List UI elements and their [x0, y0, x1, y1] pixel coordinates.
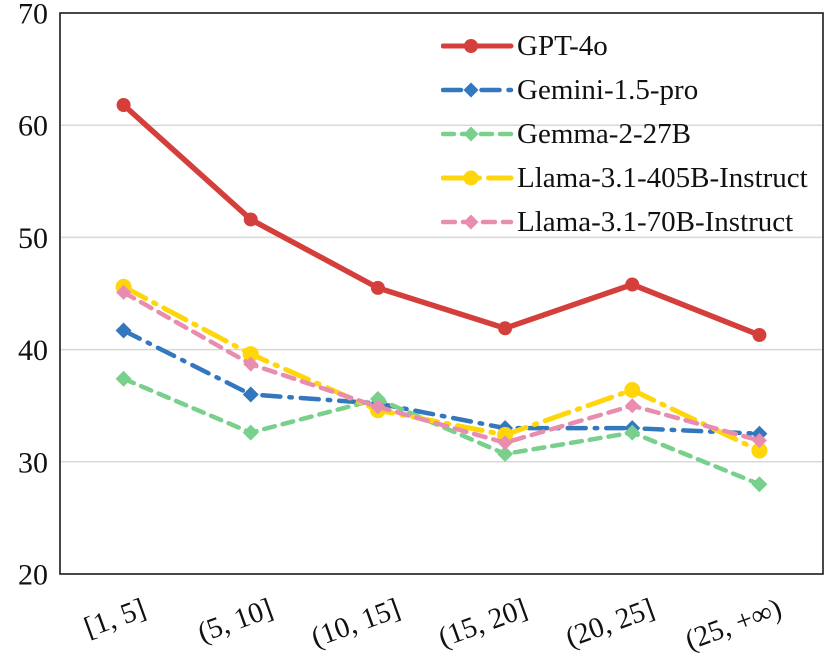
- data-point-marker-gpt-4o: [625, 277, 640, 292]
- legend-item-llama-3-1-70b-instruct: Llama-3.1-70B-Instruct: [441, 200, 808, 244]
- legend-line-sample-icon: [441, 39, 514, 53]
- legend-line-sample-icon: [441, 82, 514, 98]
- data-point-marker-llama-3-1-70b-instruct: [751, 432, 767, 448]
- data-point-marker-llama-3-1-70b-instruct: [624, 398, 640, 414]
- series-line-llama-3-1-70b-instruct: [121, 290, 762, 445]
- legend-label: GPT-4o: [517, 29, 608, 62]
- data-point-marker-llama-3-1-70b-instruct: [116, 284, 132, 300]
- series-line-llama-3-1-405b-instruct: [121, 284, 762, 454]
- x-category-label-group: [1, 5]: [80, 593, 150, 645]
- x-category-label: (20, 25]: [561, 593, 658, 654]
- legend-item-gemini-1-5-pro: Gemini-1.5-pro: [441, 68, 808, 112]
- x-category-label-group: (10, 15]: [307, 593, 404, 654]
- legend-sample-marker: [463, 170, 479, 186]
- y-tick-label: 20: [18, 559, 48, 592]
- legend-sample-marker: [463, 214, 479, 230]
- series-llama-3-1-70b-instruct: [116, 284, 767, 451]
- data-point-marker-gpt-4o: [370, 280, 385, 295]
- x-category-label: (15, 20]: [434, 593, 531, 654]
- data-point-marker-gemma-2-27b: [115, 370, 132, 387]
- chart-legend: GPT-4o Gemini-1.5-pro Gemma-2-27B Llama-…: [441, 24, 808, 244]
- data-point-marker-gpt-4o: [498, 321, 513, 336]
- data-point-marker-llama-3-1-405b-instruct: [242, 346, 259, 363]
- legend-item-gemma-2-27b: Gemma-2-27B: [441, 112, 808, 156]
- data-point-marker-llama-3-1-405b-instruct: [751, 442, 768, 459]
- series-gemma-2-27b: [115, 370, 768, 493]
- data-point-marker-gemma-2-27b: [242, 424, 259, 441]
- data-point-marker-llama-3-1-70b-instruct: [497, 435, 513, 451]
- y-tick-label: 70: [18, 0, 48, 31]
- legend-label: Gemma-2-27B: [517, 117, 691, 150]
- legend-label: Llama-3.1-70B-Instruct: [517, 205, 794, 238]
- series-llama-3-1-405b-instruct: [115, 278, 768, 459]
- data-point-marker-llama-3-1-70b-instruct: [370, 399, 386, 415]
- legend-line-sample-icon: [441, 126, 514, 142]
- x-category-label-group: (20, 25]: [561, 593, 658, 654]
- data-point-marker-gemma-2-27b: [497, 445, 514, 462]
- legend-line-sample-icon: [441, 214, 514, 230]
- data-point-marker-gpt-4o: [116, 98, 131, 113]
- data-point-marker-gemini-1-5-pro: [242, 386, 259, 403]
- y-tick-label: 40: [18, 334, 48, 367]
- legend-label: Llama-3.1-405B-Instruct: [517, 161, 808, 194]
- data-point-marker-llama-3-1-405b-instruct: [497, 426, 514, 443]
- legend-sample-marker: [464, 39, 478, 53]
- data-point-marker-gpt-4o: [243, 212, 258, 227]
- legend-sample-marker: [463, 126, 479, 142]
- x-category-label-group: (5, 10]: [194, 593, 278, 650]
- series-line-gemini-1-5-pro: [121, 328, 762, 436]
- data-point-marker-llama-3-1-405b-instruct: [624, 381, 641, 398]
- plot-border: [59, 12, 824, 575]
- legend-label: Gemini-1.5-pro: [517, 73, 699, 106]
- series-line-gpt-4o: [120, 102, 763, 338]
- y-tick-label: 30: [18, 446, 48, 479]
- x-category-label-group: (25, +∞): [681, 593, 786, 657]
- y-tick-label: 60: [18, 110, 48, 143]
- x-category-label-group: (15, 20]: [434, 593, 531, 654]
- y-tick-label: 50: [18, 222, 48, 255]
- x-category-label: [1, 5]: [80, 593, 150, 645]
- legend-line-sample-icon: [441, 170, 514, 186]
- data-point-marker-gpt-4o: [752, 328, 767, 343]
- data-point-marker-gemma-2-27b: [751, 476, 768, 493]
- data-point-marker-llama-3-1-70b-instruct: [243, 356, 259, 372]
- legend-item-gpt-4o: GPT-4o: [441, 24, 808, 68]
- series-gpt-4o: [116, 98, 767, 343]
- series-line-gemma-2-27b: [121, 376, 762, 487]
- data-point-marker-gemini-1-5-pro: [115, 322, 132, 339]
- data-point-marker-gemma-2-27b: [369, 390, 386, 407]
- legend-sample-marker: [463, 82, 479, 98]
- legend-item-llama-3-1-405b-instruct: Llama-3.1-405B-Instruct: [441, 156, 808, 200]
- data-point-marker-gemma-2-27b: [624, 424, 641, 441]
- x-category-label: (25, +∞): [681, 593, 786, 657]
- x-category-label: (10, 15]: [307, 593, 404, 654]
- x-category-label: (5, 10]: [194, 593, 278, 650]
